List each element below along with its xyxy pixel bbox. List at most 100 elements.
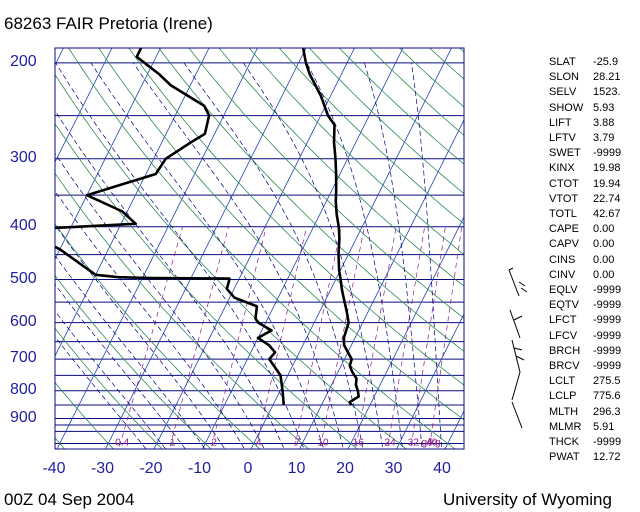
index-name: LCLP bbox=[549, 390, 577, 403]
temperature-tick-label: 40 bbox=[433, 460, 451, 477]
dry-adiabat-line bbox=[55, 223, 261, 449]
index-value: -9999 bbox=[593, 360, 622, 372]
index-value: 0.00 bbox=[593, 268, 615, 281]
mixing-ratio-label: 4 bbox=[256, 437, 262, 448]
dry-adiabat-line bbox=[188, 48, 464, 319]
index-value: 275.5 bbox=[593, 375, 621, 388]
mixing-ratio-line bbox=[410, 226, 446, 449]
wind-barb bbox=[511, 401, 523, 429]
mixing-ratio-line bbox=[118, 226, 183, 449]
index-value: 42.67 bbox=[593, 208, 621, 220]
index-value: -9999 bbox=[593, 284, 622, 296]
dry-adiabat-line bbox=[278, 48, 464, 225]
moist-adiabat-line bbox=[364, 62, 423, 449]
temperature-tick-label: 10 bbox=[287, 460, 306, 477]
dry-adiabat-line bbox=[248, 48, 464, 256]
wind-barb bbox=[508, 267, 528, 297]
pressure-tick-label: 800 bbox=[10, 380, 37, 398]
wind-barb bbox=[511, 339, 525, 373]
index-name: SLON bbox=[549, 71, 579, 84]
moist-adiabat-line bbox=[306, 62, 403, 449]
moist-adiabat-line bbox=[55, 110, 285, 449]
pressure-tick-label: 200 bbox=[10, 52, 37, 70]
dry-adiabat-line bbox=[429, 48, 464, 80]
index-name: KINX bbox=[549, 162, 575, 175]
wind-barb bbox=[509, 309, 523, 339]
source-credit: University of Wyoming bbox=[443, 490, 612, 509]
index-value: 0.00 bbox=[593, 223, 615, 236]
index-value: -9999 bbox=[593, 299, 622, 312]
moist-adiabat-line bbox=[411, 62, 442, 449]
index-name: CAPV bbox=[549, 238, 579, 251]
isotherm-line bbox=[250, 48, 452, 449]
moist-adiabat-line bbox=[183, 62, 364, 449]
dry-adiabat-line bbox=[158, 48, 464, 352]
temperature-tick-label: -30 bbox=[90, 460, 115, 477]
index-name: BRCH bbox=[549, 344, 581, 357]
moist-adiabat-line bbox=[90, 62, 325, 449]
dry-adiabat-line bbox=[128, 48, 464, 386]
mixing-ratio-label: 2 bbox=[211, 437, 217, 448]
mixing-ratio-line bbox=[319, 226, 365, 449]
mixing-ratio-label: 16 bbox=[353, 437, 365, 448]
temperature-tick-label: -40 bbox=[42, 460, 66, 477]
dry-adiabat-line bbox=[55, 73, 408, 449]
index-name: LFTV bbox=[549, 132, 576, 144]
dry-adiabat-line bbox=[55, 274, 212, 449]
mixing-ratio-line bbox=[168, 226, 229, 449]
mixing-ratio-line bbox=[428, 226, 463, 449]
dry-adiabat-line bbox=[55, 172, 310, 449]
index-value: 5.93 bbox=[593, 101, 615, 114]
temperature-tick-label: 30 bbox=[384, 460, 403, 477]
pressure-tick-label: 500 bbox=[10, 269, 37, 287]
moist-adiabat-line bbox=[55, 190, 245, 449]
index-name: SLAT bbox=[549, 56, 576, 68]
index-value: -9999 bbox=[593, 147, 622, 160]
index-value: 775.6 bbox=[593, 390, 621, 403]
index-value: 19.98 bbox=[593, 162, 621, 175]
mixing-ratio-label: 40 bbox=[426, 437, 438, 448]
pressure-tick-label: 300 bbox=[10, 148, 37, 166]
index-name: CINV bbox=[549, 268, 576, 281]
moist-adiabat-line bbox=[55, 152, 265, 449]
index-name: SWET bbox=[549, 147, 581, 160]
index-value: -9999 bbox=[593, 344, 622, 357]
index-name: CAPE bbox=[549, 223, 579, 236]
index-name: LFCV bbox=[549, 329, 578, 342]
station-title: 68263 FAIR Pretoria (Irene) bbox=[4, 14, 213, 33]
isotherm-line bbox=[153, 48, 355, 449]
mixing-ratio-line bbox=[355, 226, 397, 449]
index-value: -25.9 bbox=[593, 56, 619, 68]
isotherm-line bbox=[56, 48, 258, 449]
isotherm-line bbox=[105, 48, 307, 449]
mixing-ratio-line bbox=[387, 226, 425, 449]
pressure-tick-label: 900 bbox=[10, 408, 37, 426]
isotherm-line bbox=[55, 48, 210, 357]
moist-adiabat-line bbox=[55, 255, 206, 449]
isotherm-line bbox=[55, 48, 161, 260]
index-name: LFCT bbox=[549, 314, 577, 327]
index-value: -9999 bbox=[593, 329, 622, 342]
pressure-tick-label: 400 bbox=[10, 216, 37, 234]
plot-frame bbox=[54, 47, 465, 450]
moist-adiabat-line bbox=[243, 62, 384, 449]
dry-adiabat-line bbox=[459, 48, 464, 53]
index-value: 0.00 bbox=[593, 253, 615, 266]
moist-adiabat-line bbox=[55, 310, 167, 449]
dry-adiabat-line bbox=[368, 48, 464, 136]
index-value: 19.94 bbox=[593, 177, 621, 190]
mixing-ratio-line bbox=[210, 226, 267, 449]
mixing-ratio-line bbox=[255, 226, 307, 449]
index-name: BRCV bbox=[549, 360, 580, 372]
index-value: 296.3 bbox=[593, 405, 621, 418]
index-name: TOTL bbox=[549, 208, 577, 220]
index-value: 5.91 bbox=[593, 420, 615, 433]
mixing-ratio-label: 32 bbox=[408, 437, 420, 448]
dry-adiabat-line bbox=[68, 48, 456, 449]
isotherm-line bbox=[396, 313, 464, 449]
index-name: VTOT bbox=[549, 192, 579, 205]
isotherm-line bbox=[299, 119, 464, 449]
dry-adiabat-line bbox=[55, 327, 163, 449]
wind-barb bbox=[511, 371, 521, 401]
isotherm-line bbox=[347, 216, 464, 449]
